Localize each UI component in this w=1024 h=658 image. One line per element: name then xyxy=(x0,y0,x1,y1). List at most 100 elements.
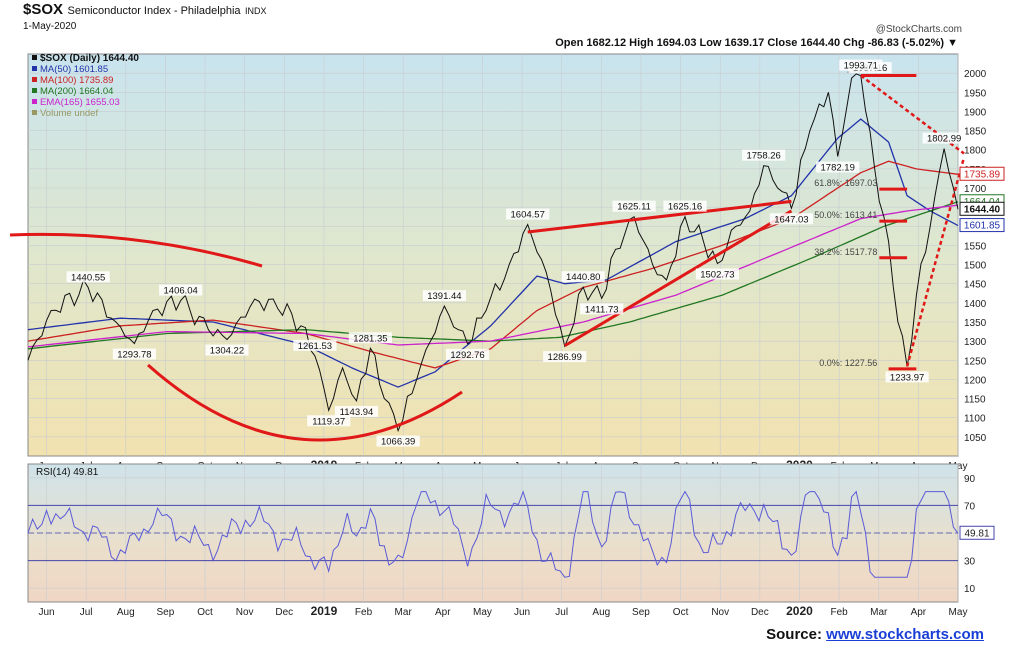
rsi-value-tag xyxy=(959,525,995,540)
price-panel: JunJulAugSepOctNovDec2019FebMarAprMayJun… xyxy=(9,53,1005,472)
price-label-bg xyxy=(612,200,656,212)
legend-entry: EMA(165) 1655.03 xyxy=(40,97,120,108)
annotation-arc-top xyxy=(9,232,263,268)
legend-entry: MA(50) 1601.85 xyxy=(40,64,108,75)
source-link[interactable]: www.stockcharts.com xyxy=(826,626,984,643)
rsi-line xyxy=(27,490,959,578)
rsi-x-tick-label: 2020 xyxy=(786,604,813,618)
y-tick-label: 1100 xyxy=(964,414,986,425)
rsi-x-tick-label: Jul xyxy=(80,607,93,618)
price-label: 1782.19 xyxy=(821,163,855,174)
annotation-support-line xyxy=(563,209,793,348)
fib-label: 0.0%: 1227.56 xyxy=(819,358,877,368)
price-line xyxy=(27,73,959,433)
fib-label: 50.0%: 1613.41 xyxy=(814,210,877,220)
price-label-bg xyxy=(506,208,550,220)
legend-swatch xyxy=(32,66,37,71)
price-label-bg xyxy=(922,132,966,144)
price-label: 1391.44 xyxy=(427,291,461,302)
price-label-bg xyxy=(816,161,860,173)
rsi-x-tick-label: Apr xyxy=(435,607,451,618)
price-label: 1233.97 xyxy=(890,372,924,383)
index-title: Semiconductor Index - Philadelphia xyxy=(67,5,241,17)
y-tick-label: 1500 xyxy=(964,261,987,272)
price-label-bg xyxy=(66,271,110,283)
rsi-x-tick-label: Mar xyxy=(395,607,413,618)
chart-date: 1-May-2020 xyxy=(23,21,77,32)
value-tag-label: 1644.40 xyxy=(964,204,1001,215)
price-label-bg xyxy=(307,415,351,427)
rsi-x-tick-label: Feb xyxy=(830,607,848,618)
price-label: 1304.22 xyxy=(210,346,244,357)
rsi-x-tick-label: Sep xyxy=(156,607,174,618)
value-tag xyxy=(959,201,1005,216)
price-label: 1993.71 xyxy=(844,61,878,72)
rsi-y-tick-label: 10 xyxy=(964,584,976,595)
y-tick-label: 1250 xyxy=(964,356,987,367)
price-label-bg xyxy=(580,303,624,315)
price-label: 1406.04 xyxy=(164,286,198,297)
y-tick-label: 1800 xyxy=(964,146,987,157)
value-tag-label: 1601.85 xyxy=(964,221,1001,232)
y-tick-label: 1900 xyxy=(964,107,987,118)
chart-header: $SOX Semiconductor Index - Philadelphia … xyxy=(23,1,267,19)
price-label-bg xyxy=(376,435,420,447)
source-credit: Source: www.stockcharts.com xyxy=(766,626,984,643)
price-label-bg xyxy=(445,348,490,360)
rsi-x-tick-label: Aug xyxy=(592,607,610,618)
rsi-y-tick-label: 90 xyxy=(964,474,976,485)
rsi-x-tick-label: Nov xyxy=(236,607,254,618)
price-label: 1292.76 xyxy=(450,350,484,361)
series-line-ma100 xyxy=(27,160,959,369)
price-label: 1119.37 xyxy=(312,416,345,427)
rsi-value-label: 49.81 xyxy=(964,528,989,539)
y-tick-label: 1200 xyxy=(964,375,987,386)
price-label-bg xyxy=(348,332,392,344)
rsi-y-tick-label: 30 xyxy=(964,557,976,568)
rsi-panel: Jun Jul Aug Sep Oct Nov Dec 2019 Feb Mar Apr May Jun… xyxy=(27,463,995,618)
y-tick-label: 1550 xyxy=(964,241,987,252)
price-label: 1440.80 xyxy=(566,272,600,283)
y-tick-label: 1450 xyxy=(964,280,987,291)
legend-entry: $SOX (Daily) 1644.40 xyxy=(40,53,139,64)
price-label: 1625.16 xyxy=(668,202,702,213)
value-tag xyxy=(959,166,1005,181)
rsi-x-tick-label: Dec xyxy=(275,607,293,618)
rsi-x-tick-label: May xyxy=(473,607,492,618)
price-label-bg xyxy=(742,149,786,161)
rsi-x-tick-label: Nov xyxy=(711,607,729,618)
legend-entry: MA(200) 1664.04 xyxy=(40,86,113,97)
y-tick-label: 1300 xyxy=(964,337,987,348)
rsi-x-tick-label: Apr xyxy=(911,607,927,618)
price-plot-area xyxy=(27,53,959,457)
fib-label: 38.2%: 1517.78 xyxy=(814,247,877,257)
symbol: $SOX xyxy=(23,1,64,18)
rsi-x-tick-label: Oct xyxy=(197,607,213,618)
rsi-x-tick-label: Feb xyxy=(355,607,373,618)
quote-bar: Open 1682.12 High 1694.03 Low 1639.17 Cl… xyxy=(555,37,958,49)
series-line-ma50 xyxy=(27,118,959,388)
rsi-y-tick-label: 70 xyxy=(964,501,976,512)
price-label-bg xyxy=(663,200,707,212)
series-line-ema165 xyxy=(27,204,959,348)
price-label-bg xyxy=(543,351,587,363)
rsi-x-tick-label: Dec xyxy=(751,607,769,618)
y-tick-label: 2000 xyxy=(964,69,987,80)
price-label: 1411.73 xyxy=(585,304,619,315)
price-label: 1604.57 xyxy=(511,210,545,221)
value-tag-label: 1735.89 xyxy=(964,169,1001,180)
rsi-x-tick-label: Jun xyxy=(38,607,54,618)
price-label: 1502.73 xyxy=(700,270,734,281)
price-label-bg xyxy=(839,59,883,71)
legend-entry: MA(100) 1735.89 xyxy=(40,75,113,86)
annotation-dotted-bottom xyxy=(905,157,966,367)
price-label-bg xyxy=(561,271,605,283)
value-tag xyxy=(959,218,1005,233)
price-label: 1281.35 xyxy=(353,333,387,344)
source-label: Source: xyxy=(766,626,822,643)
y-tick-label: 1950 xyxy=(964,88,987,99)
annotation-resistance-line xyxy=(527,199,792,234)
rsi-x-tick-label: Sep xyxy=(632,607,650,618)
rsi-title: RSI(14) 49.81 xyxy=(36,467,99,478)
